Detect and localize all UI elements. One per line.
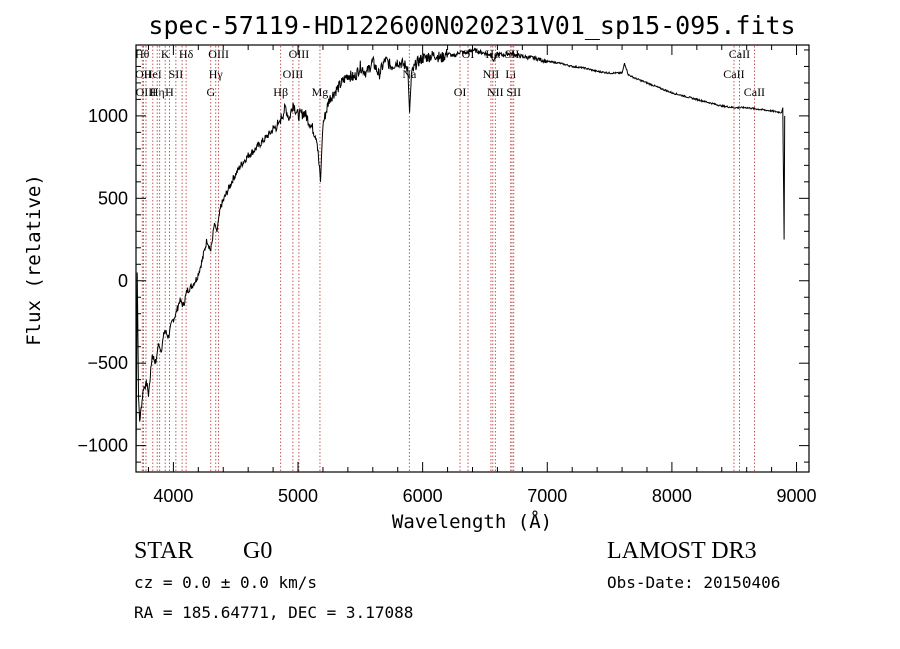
x-axis-label: Wavelength (Å): [392, 510, 552, 533]
axes: 4000 5000 6000 7000 8000 9000 −1000 −500 0 500 100…: [77, 45, 817, 506]
x-tick-label-1: 5000: [278, 486, 318, 506]
y-tick-label-1: −500: [87, 353, 128, 373]
line-label-0: Hθ: [135, 47, 150, 61]
survey-name: LAMOST DR3: [607, 538, 757, 564]
line-label-4: Hη: [150, 85, 165, 99]
line-label-8: SII: [169, 67, 184, 81]
line-label-1: OII: [135, 67, 152, 81]
line-label-19: OI: [454, 85, 467, 99]
line-label-27: CaII: [723, 67, 744, 81]
line-label-15: OIII: [283, 67, 304, 81]
x-tick-label-5: 9000: [777, 486, 817, 506]
x-tick-label-0: 4000: [153, 486, 193, 506]
line-label-28: CaII: [729, 47, 750, 61]
line-label-3: HeI: [144, 67, 162, 81]
line-label-6: K: [161, 47, 170, 61]
line-label-23: NII: [487, 85, 504, 99]
y-tick-label-0: −1000: [77, 436, 128, 456]
flux-series: [135, 47, 786, 471]
chart-title: spec-57119-HD122600N020231V01_sp15-095.f…: [148, 11, 795, 40]
line-label-14: Hβ: [273, 85, 288, 99]
line-label-21: NII: [483, 67, 500, 81]
line-label-26: SII: [506, 85, 521, 99]
plot-frame: [135, 44, 810, 473]
line-label-10: Hδ: [179, 47, 194, 61]
y-tick-label-3: 500: [98, 188, 128, 208]
line-label-22: Hα: [485, 47, 501, 61]
line-label-17: Mg: [312, 85, 329, 99]
spectral-line-markers: Hθ OII OIII HeI Hη K H SII Hδ G Hγ OIII Hβ OIII OIII Mg…: [135, 46, 765, 471]
line-label-2: OIII: [136, 85, 157, 99]
line-label-7: H: [165, 85, 174, 99]
line-label-29: CaII: [744, 85, 765, 99]
observation-date: Obs-Date: 20150406: [607, 573, 781, 592]
y-tick-label-4: 1000: [88, 106, 128, 126]
line-label-12: Hγ: [209, 67, 224, 81]
object-subclass: G0: [243, 538, 273, 564]
y-axis-label: Flux (relative): [23, 174, 45, 346]
flux-line: [135, 47, 786, 471]
y-tick-label-2: 0: [118, 271, 128, 291]
object-class: STAR: [134, 538, 194, 564]
x-tick-label-4: 8000: [652, 486, 692, 506]
coordinates: RA = 185.64771, DEC = 3.17088: [134, 603, 414, 622]
line-label-24: Li: [505, 67, 516, 81]
redshift-value: cz = 0.0 ± 0.0 km/s: [134, 573, 318, 592]
line-label-16: OIII: [289, 47, 310, 61]
x-tick-label-3: 7000: [527, 486, 567, 506]
line-label-11: G: [206, 85, 215, 99]
line-label-13: OIII: [208, 47, 229, 61]
x-tick-label-2: 6000: [403, 486, 443, 506]
